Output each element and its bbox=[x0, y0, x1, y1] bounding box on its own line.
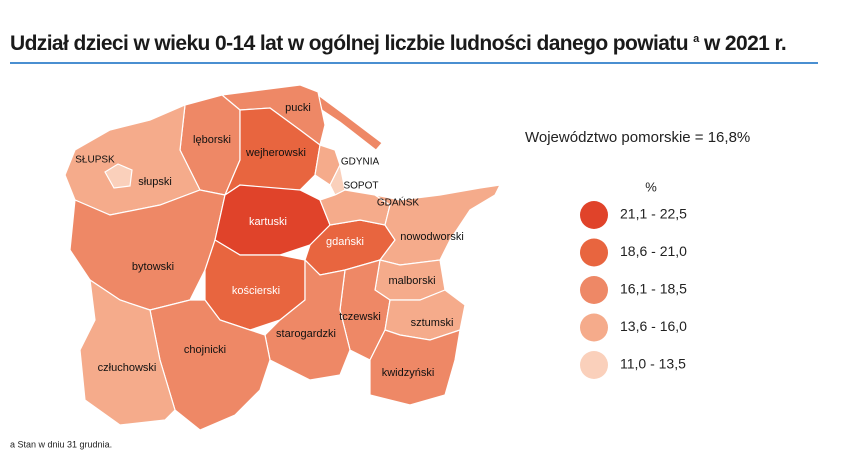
region-label: tczewski bbox=[339, 311, 381, 323]
region-label: GDYNIA bbox=[341, 157, 380, 168]
region-label: SOPOT bbox=[343, 181, 378, 192]
footnote: a Stan w dniu 31 grudnia. bbox=[10, 439, 112, 449]
summary: Województwo pomorskie = 16,8% bbox=[525, 129, 750, 146]
region-label: słupski bbox=[138, 176, 172, 188]
region-shape bbox=[104, 163, 133, 189]
legend-label: 13,6 - 16,0 bbox=[620, 318, 687, 334]
title-text: Udział dzieci w wieku 0-14 lat w ogólnej… bbox=[10, 32, 689, 55]
region-shape bbox=[374, 184, 502, 266]
legend-label: 11,0 - 13,5 bbox=[620, 356, 686, 372]
region-label: kwidzyński bbox=[382, 367, 435, 379]
region-label: gdański bbox=[326, 236, 364, 248]
title-note: a bbox=[693, 33, 699, 45]
region-label: nowodworski bbox=[400, 231, 464, 243]
region-label: pucki bbox=[285, 102, 311, 114]
region-shape bbox=[79, 278, 176, 426]
region-label: wejherowski bbox=[245, 147, 306, 159]
region-label: człuchowski bbox=[98, 362, 157, 374]
region-label: lęborski bbox=[193, 134, 231, 146]
region-label: sztumski bbox=[411, 317, 454, 329]
region-label: chojnicki bbox=[184, 344, 226, 356]
region-shape bbox=[369, 329, 461, 406]
region-label: kartuski bbox=[249, 216, 287, 228]
legend-title: % bbox=[645, 179, 657, 194]
region-label: SŁUPSK bbox=[75, 155, 115, 166]
legend-label: 21,1 - 22,5 bbox=[620, 206, 687, 222]
title-rule bbox=[10, 62, 818, 64]
title: Udział dzieci w wieku 0-14 lat w ogólnej… bbox=[10, 32, 787, 56]
region-label: kościerski bbox=[232, 285, 280, 297]
region-label: bytowski bbox=[132, 261, 174, 273]
legend-swatch bbox=[580, 276, 608, 304]
legend-swatch bbox=[580, 201, 608, 229]
legend-swatch bbox=[580, 351, 608, 379]
title-end: w 2021 r. bbox=[703, 32, 787, 55]
region-shape bbox=[314, 144, 341, 186]
region-label: starogardzki bbox=[276, 328, 336, 340]
legend-swatch bbox=[580, 238, 608, 267]
region-label: GDAŃSK bbox=[377, 196, 420, 209]
region-label: malborski bbox=[388, 275, 435, 287]
legend-label: 18,6 - 21,0 bbox=[620, 243, 687, 259]
legend-label: 16,1 - 18,5 bbox=[620, 281, 687, 297]
region-shape bbox=[317, 93, 383, 151]
legend-swatch bbox=[580, 313, 608, 342]
